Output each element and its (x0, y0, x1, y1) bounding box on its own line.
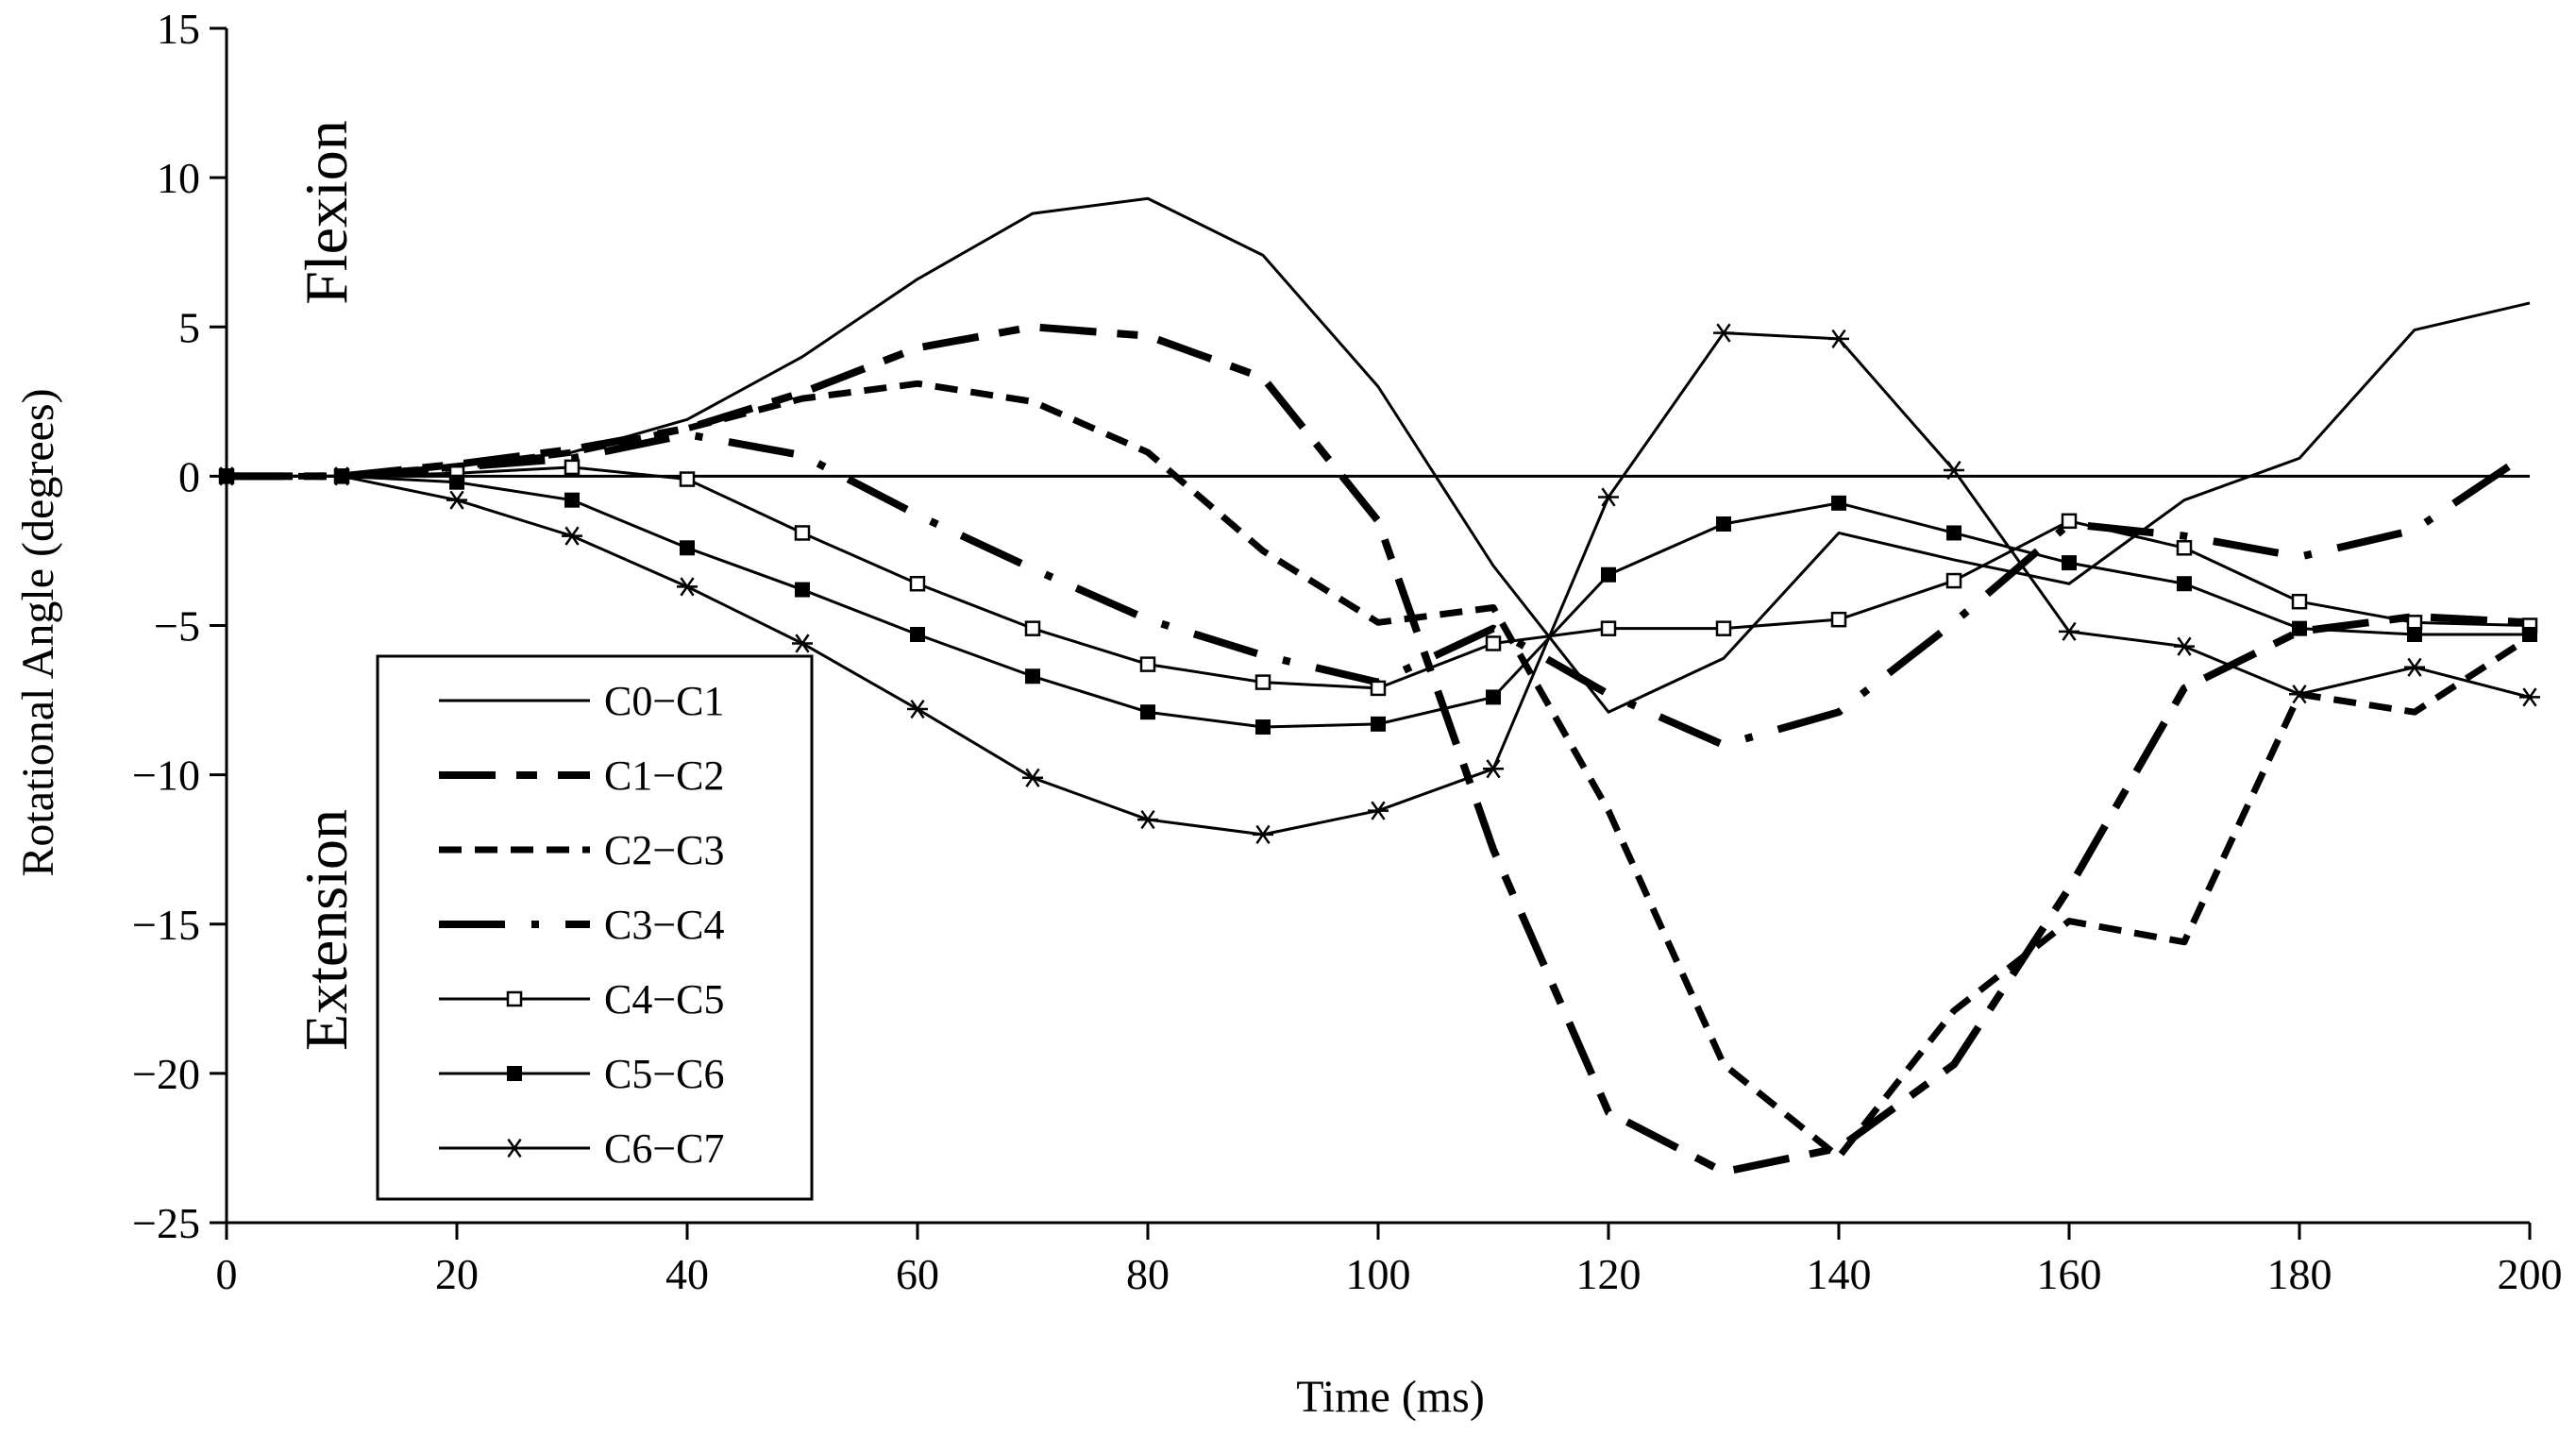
legend-marker-c5-c6 (507, 1066, 522, 1081)
x-tick-label: 120 (1576, 1250, 1642, 1298)
data-point-c5-c6 (910, 626, 925, 642)
flexion-annotation: Flexion (293, 120, 360, 305)
data-point-c4-c5 (2176, 540, 2193, 556)
data-point-c5-c6 (680, 540, 695, 556)
data-point-c5-c6 (1255, 719, 1271, 735)
x-tick-label: 60 (896, 1250, 939, 1298)
x-tick-label: 140 (1807, 1250, 1872, 1298)
data-point-c6-c7 (2289, 685, 2310, 704)
legend-label-c6-c7: C6−C7 (604, 1125, 725, 1172)
data-point-c6-c7 (331, 466, 352, 486)
data-point-c6-c7 (2174, 636, 2195, 656)
x-tick-label: 100 (1346, 1250, 1411, 1298)
data-point-c6-c7 (1022, 768, 1043, 787)
data-point-c6-c7 (216, 466, 237, 486)
data-point-c6-c7 (2519, 687, 2540, 707)
data-point-c6-c7 (1598, 487, 1619, 507)
data-point-c4-c5 (909, 575, 926, 592)
x-tick-label: 160 (2037, 1250, 2102, 1298)
series-line-c1-c2 (227, 323, 2531, 1176)
data-point-c5-c6 (1601, 566, 1616, 583)
data-point-c6-c7 (1137, 809, 1158, 830)
legend-label-c2-c3: C2−C3 (604, 827, 725, 873)
data-point-c5-c6 (1716, 516, 1731, 532)
data-point-c6-c7 (446, 490, 467, 510)
data-point-c4-c5 (1254, 674, 1271, 690)
data-point-c5-c6 (2292, 620, 2307, 636)
y-tick-label: 5 (178, 303, 200, 351)
data-point-c4-c5 (1830, 611, 1847, 628)
data-point-c6-c7 (792, 634, 813, 653)
legend-label-c0-c1: C0−C1 (604, 678, 725, 724)
legend: C0−C1 C1−C2 C2−C3 C3−C4 C4−C5 C5−C6 C6−C7 (376, 654, 814, 1201)
data-point-c6-c7 (1828, 329, 1849, 348)
data-point-c6-c7 (1713, 323, 1734, 343)
y-tick-label: −25 (132, 1199, 200, 1247)
y-tick-label: −20 (132, 1050, 200, 1098)
legend-marker-c4-c5 (506, 990, 523, 1007)
data-point-c6-c7 (2404, 657, 2425, 677)
legend-marker-c6-c7 (504, 1138, 525, 1158)
data-point-c5-c6 (1486, 689, 1501, 705)
data-point-c5-c6 (2407, 626, 2422, 642)
data-point-c4-c5 (564, 459, 581, 476)
data-point-c4-c5 (2061, 513, 2078, 530)
data-point-c6-c7 (907, 699, 928, 719)
data-point-c5-c6 (1025, 668, 1040, 685)
data-point-c4-c5 (1139, 656, 1156, 672)
data-point-c4-c5 (1024, 620, 1041, 636)
data-point-c4-c5 (2291, 593, 2308, 610)
data-point-c4-c5 (1945, 572, 1962, 589)
legend-label-c4-c5: C4−C5 (604, 976, 725, 1023)
data-point-c5-c6 (1371, 716, 1386, 732)
data-point-c5-c6 (1946, 525, 1961, 541)
data-point-c6-c7 (2059, 621, 2079, 641)
y-tick-label: −15 (132, 901, 200, 949)
legend-label-c1-c2: C1−C2 (604, 752, 725, 799)
x-tick-label: 40 (665, 1250, 709, 1298)
data-point-c4-c5 (1600, 620, 1617, 636)
x-tick-label: 80 (1126, 1250, 1170, 1298)
series-line-c2-c3 (227, 380, 2532, 1160)
data-point-c5-c6 (449, 474, 464, 490)
data-point-c4-c5 (1370, 680, 1387, 697)
data-point-c6-c7 (1253, 824, 1273, 844)
x-axis-title: Time (ms) (1296, 1372, 1485, 1422)
data-point-c4-c5 (1485, 635, 1502, 651)
y-tick-label: −10 (132, 752, 200, 800)
data-point-c6-c7 (1483, 759, 1504, 779)
legend-label-c3-c4: C3−C4 (604, 902, 725, 948)
legend-label-c5-c6: C5−C6 (604, 1051, 725, 1097)
data-point-c4-c5 (1715, 620, 1732, 636)
data-point-c5-c6 (564, 492, 580, 508)
x-tick-label: 180 (2267, 1250, 2332, 1298)
y-axis-title: Rotational Angle (degrees) (13, 388, 63, 876)
extension-annotation: Extension (293, 809, 360, 1051)
plot-area: 15 10 5 0 −5 −10 −15 −20 −25 0 20 40 60 80 100 120 140 16… (132, 5, 2562, 1298)
x-tick-label: 200 (2498, 1250, 2563, 1298)
data-point-c5-c6 (1831, 495, 1846, 511)
data-point-c4-c5 (679, 471, 696, 487)
data-point-c4-c5 (794, 525, 811, 541)
data-point-c6-c7 (1368, 801, 1389, 820)
data-point-c6-c7 (677, 577, 698, 597)
data-point-c5-c6 (795, 582, 810, 598)
y-tick-label: 15 (157, 5, 200, 53)
data-point-c6-c7 (1944, 460, 1964, 481)
data-point-c5-c6 (2177, 576, 2192, 592)
y-tick-label: −5 (154, 602, 200, 651)
y-tick-label: 0 (178, 452, 200, 500)
data-point-c5-c6 (1140, 704, 1155, 720)
data-point-c6-c7 (562, 526, 582, 546)
y-tick-label: 10 (157, 154, 200, 202)
data-point-c5-c6 (2522, 626, 2537, 642)
x-tick-label: 20 (435, 1250, 479, 1298)
x-tick-label: 0 (216, 1250, 238, 1298)
data-point-c5-c6 (2062, 555, 2077, 571)
